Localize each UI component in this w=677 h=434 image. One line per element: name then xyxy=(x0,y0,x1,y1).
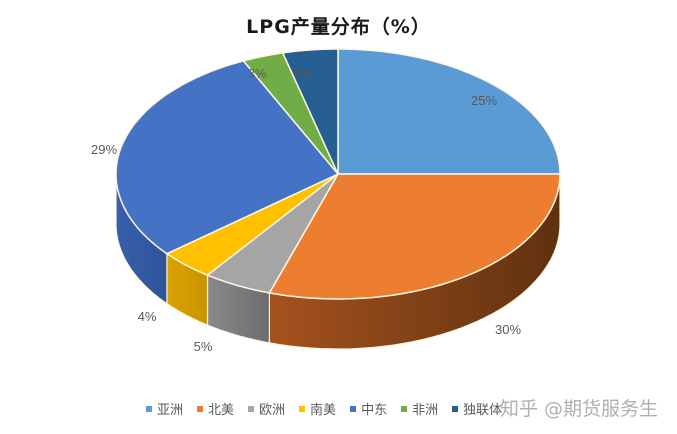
pie-slice-独联体[interactable] xyxy=(281,48,339,175)
legend-swatch-icon xyxy=(452,405,459,412)
pie-slices xyxy=(115,48,561,300)
legend-item-south-america[interactable]: 南美 xyxy=(299,399,336,418)
watermark: 知乎 @期货服务生 xyxy=(500,398,659,420)
data-label: 3% xyxy=(248,66,267,81)
legend-item-north-america[interactable]: 北美 xyxy=(197,399,234,418)
data-label: 30% xyxy=(495,322,521,337)
legend-swatch-icon xyxy=(299,405,306,412)
legend-label: 欧洲 xyxy=(259,403,286,418)
data-label: 29% xyxy=(91,142,117,157)
data-label: 5% xyxy=(194,339,213,354)
pie-slice-亚洲[interactable] xyxy=(337,48,561,175)
chart-title: LPG产量分布（%） xyxy=(246,16,431,38)
pie-slice-北美[interactable] xyxy=(268,173,561,300)
pie-slice-欧洲[interactable] xyxy=(206,173,339,294)
pie-slice-中东[interactable] xyxy=(115,60,340,255)
legend-item-middle-east[interactable]: 中东 xyxy=(350,399,387,418)
legend-label: 中东 xyxy=(361,403,388,418)
data-label: 25% xyxy=(471,93,497,108)
legend-item-cis[interactable]: 独联体 xyxy=(452,399,502,418)
legend-label: 北美 xyxy=(208,403,235,418)
data-labels: 25% 30% 5% 4% 29% 3% 4% xyxy=(91,66,521,354)
legend-swatch-icon xyxy=(248,405,255,412)
data-label: 4% xyxy=(138,309,157,324)
legend-item-africa[interactable]: 非洲 xyxy=(401,399,438,418)
legend-swatch-icon xyxy=(401,405,408,412)
pie-slice-南美[interactable] xyxy=(165,173,339,276)
legend-swatch-icon xyxy=(350,405,357,412)
legend-swatch-icon xyxy=(197,405,204,412)
legend-label: 非洲 xyxy=(412,403,439,418)
pie-slice-非洲[interactable] xyxy=(242,52,339,175)
legend-label: 南美 xyxy=(310,403,337,418)
legend-swatch-icon xyxy=(146,405,152,412)
legend-label: 亚洲 xyxy=(157,403,184,418)
legend-item-europe[interactable]: 欧洲 xyxy=(248,399,285,418)
legend: 亚洲 北美 欧洲 南美 中东 非洲 独联体 xyxy=(146,399,502,418)
legend-label: 独联体 xyxy=(463,403,503,418)
legend-item-asia[interactable]: 亚洲 xyxy=(146,399,183,418)
data-label: 4% xyxy=(294,66,313,81)
